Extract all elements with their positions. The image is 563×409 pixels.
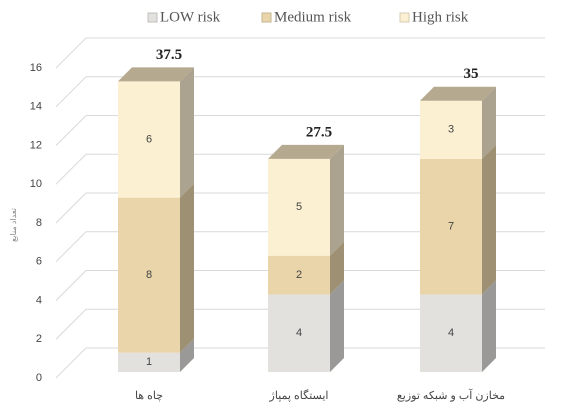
grid-line [55,347,545,379]
grid-line [55,76,545,108]
legend-label: Medium risk [274,9,352,25]
data-label: 6 [146,133,152,145]
y-tick-label: 2 [36,333,42,345]
y-tick-label: 16 [30,62,42,74]
legend-label: LOW risk [160,9,221,25]
x-tick-label: چاه ها [135,390,163,402]
bar-segment [420,158,482,295]
x-tick-label: ایستگاه پمپاژ [269,389,329,402]
grid-line [55,192,545,224]
bar-side [330,144,344,256]
bar-side [180,67,194,198]
legend-swatch [147,12,158,23]
legend-swatch [261,12,272,23]
data-label: 1 [146,356,152,368]
y-tick-label: 12 [30,139,42,151]
data-label: 3 [448,124,454,136]
bar-segment [268,255,330,295]
bar-segment [420,100,482,159]
y-axis-label: تعداد منابع [9,208,18,242]
bar-side [180,338,194,372]
data-label: 4 [296,327,302,339]
bar-top [268,144,344,159]
x-tick-label: مخازن آب و شبکه توزیع [397,389,505,402]
bar-segment [268,158,330,256]
y-tick-label: 6 [36,256,42,268]
bar-segment [118,81,180,198]
grid-line [55,308,545,340]
bar-segment [118,352,180,372]
grid-line [55,153,545,185]
bar-top [118,67,194,82]
y-tick-label: 8 [36,217,42,229]
grid-line [55,115,545,146]
bar-segment [118,197,180,353]
grid-line [55,231,545,263]
y-tick-label: 10 [30,178,42,190]
legend-label: High risk [412,9,469,25]
grid-line [55,270,545,301]
bar-top [420,86,496,101]
bar-side [180,183,194,353]
bar-side [482,280,496,372]
legend-swatch [399,12,410,23]
grid-line [55,37,545,69]
data-label: 7 [448,221,454,233]
bar-side [482,144,496,295]
total-label: 37.5 [156,47,182,63]
bar-segment [268,294,330,372]
y-tick-label: 0 [36,372,42,384]
data-label: 5 [296,201,302,213]
data-label: 4 [448,327,454,339]
bar-segment [420,294,482,372]
bar-side [330,241,344,295]
data-label: 8 [146,269,152,281]
bar-side [482,86,496,159]
y-tick-label: 4 [36,294,42,306]
data-label: 2 [296,269,302,281]
total-label: 35 [464,66,479,82]
bar-side [330,280,344,372]
y-tick-label: 14 [30,101,42,113]
total-label: 27.5 [306,124,332,140]
